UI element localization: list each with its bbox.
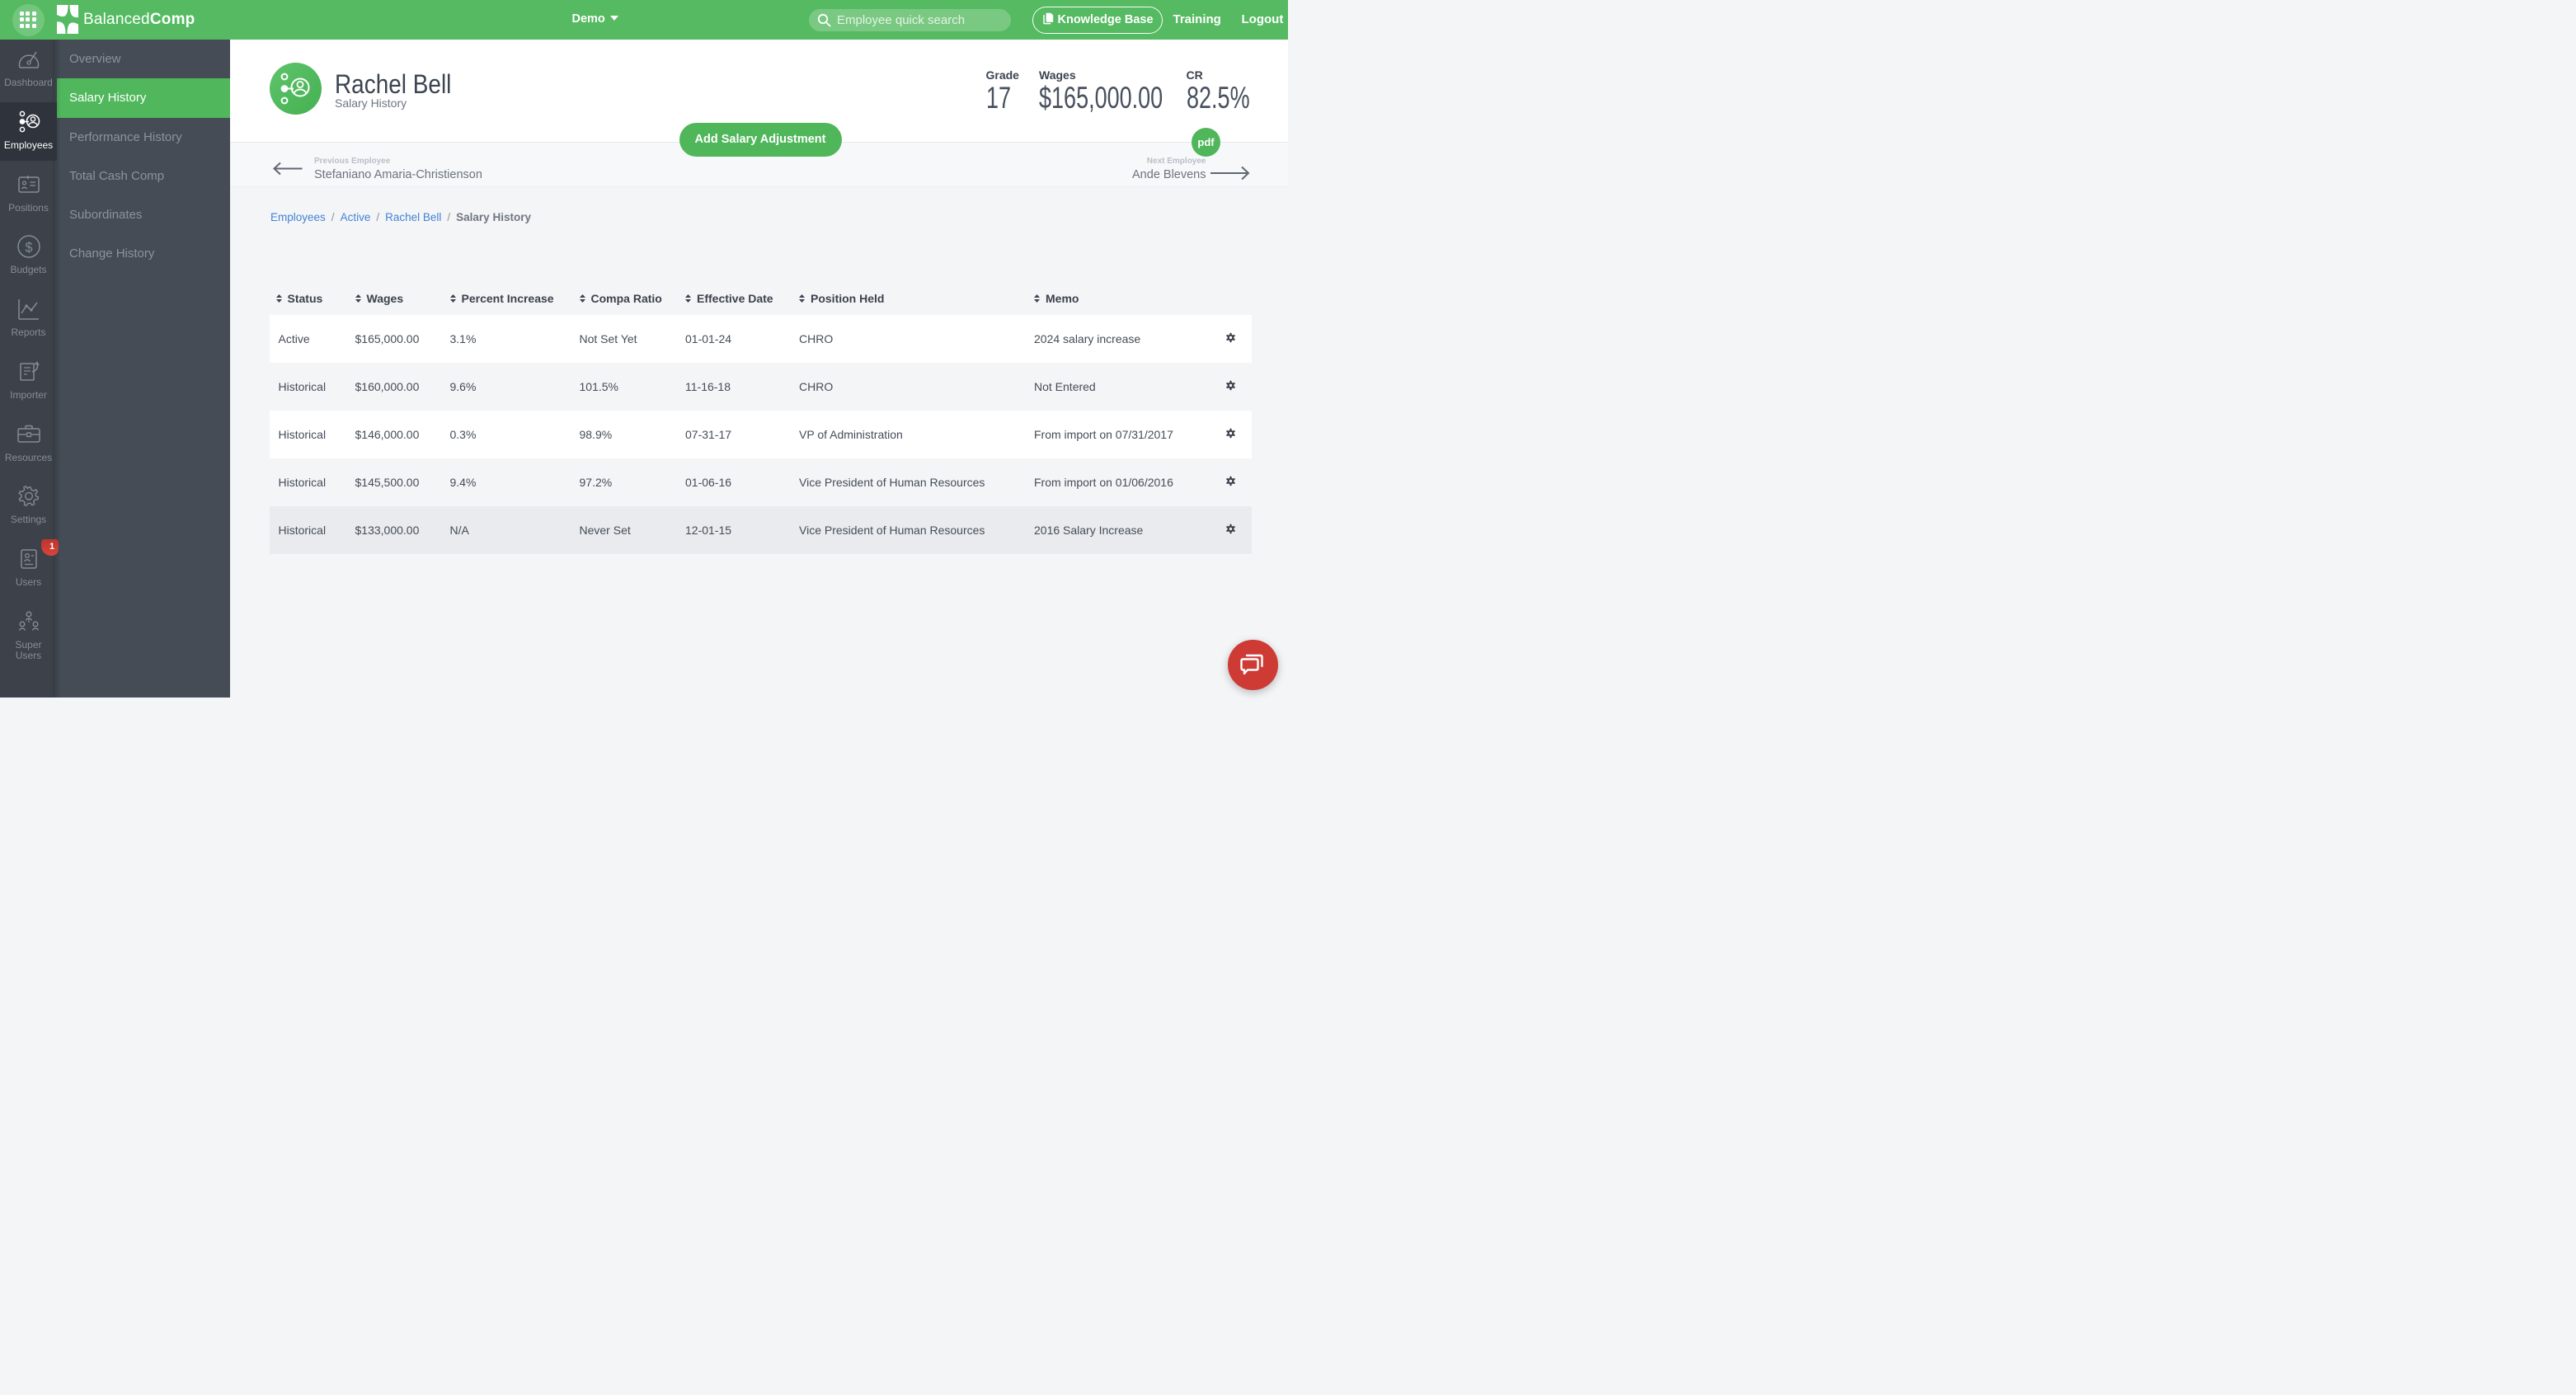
svg-text:$: $ <box>25 241 32 256</box>
